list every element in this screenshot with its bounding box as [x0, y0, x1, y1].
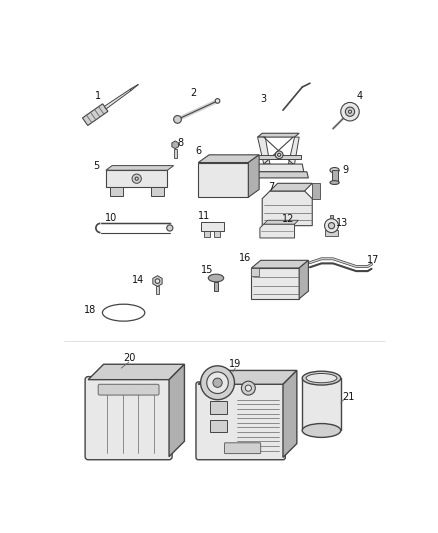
Text: 17: 17 — [367, 255, 379, 265]
Bar — [210, 401, 227, 414]
Text: 10: 10 — [105, 213, 117, 223]
Circle shape — [341, 102, 359, 121]
Circle shape — [207, 372, 228, 393]
FancyBboxPatch shape — [85, 377, 172, 460]
Text: 16: 16 — [239, 253, 251, 263]
Ellipse shape — [330, 167, 339, 173]
Text: 15: 15 — [201, 265, 214, 276]
Polygon shape — [299, 260, 308, 299]
Ellipse shape — [302, 371, 341, 385]
Text: 21: 21 — [342, 392, 355, 402]
Circle shape — [276, 151, 283, 159]
Polygon shape — [104, 90, 131, 109]
Polygon shape — [169, 364, 184, 457]
Circle shape — [173, 116, 181, 123]
Circle shape — [278, 154, 281, 156]
Circle shape — [213, 378, 222, 387]
Circle shape — [155, 279, 160, 284]
Text: 7: 7 — [268, 182, 275, 192]
Text: 19: 19 — [229, 359, 241, 369]
Polygon shape — [264, 220, 298, 224]
Text: 5: 5 — [93, 161, 99, 172]
Ellipse shape — [330, 181, 339, 184]
Text: 11: 11 — [198, 212, 210, 221]
FancyBboxPatch shape — [196, 382, 285, 460]
Circle shape — [135, 177, 138, 180]
FancyBboxPatch shape — [224, 443, 261, 454]
Text: 4: 4 — [357, 91, 363, 101]
Bar — [215, 282, 218, 291]
FancyBboxPatch shape — [98, 384, 159, 395]
Polygon shape — [283, 370, 297, 457]
Polygon shape — [262, 191, 312, 225]
Text: 9: 9 — [343, 165, 348, 175]
Text: 2: 2 — [190, 88, 196, 98]
Polygon shape — [106, 166, 173, 170]
Polygon shape — [248, 172, 308, 178]
Polygon shape — [110, 187, 123, 196]
Polygon shape — [253, 164, 304, 172]
Circle shape — [241, 381, 255, 395]
Polygon shape — [172, 141, 179, 149]
Polygon shape — [251, 260, 308, 268]
Bar — [302, 378, 341, 431]
Polygon shape — [82, 104, 108, 125]
Circle shape — [245, 385, 251, 391]
Bar — [210, 419, 227, 432]
Polygon shape — [198, 155, 259, 163]
Ellipse shape — [102, 304, 145, 321]
Bar — [173, 149, 177, 158]
Polygon shape — [151, 187, 164, 196]
Circle shape — [167, 225, 173, 231]
Bar — [156, 287, 159, 294]
Polygon shape — [251, 268, 299, 299]
Polygon shape — [201, 222, 224, 231]
Bar — [330, 215, 333, 221]
Text: 3: 3 — [261, 94, 267, 104]
Polygon shape — [260, 224, 294, 238]
Polygon shape — [251, 268, 259, 276]
Text: 12: 12 — [282, 214, 295, 224]
Circle shape — [132, 174, 141, 183]
Polygon shape — [248, 155, 259, 197]
Polygon shape — [258, 133, 299, 137]
Polygon shape — [325, 230, 338, 237]
Text: 6: 6 — [195, 146, 201, 156]
Text: 20: 20 — [123, 353, 135, 363]
Polygon shape — [198, 163, 248, 197]
Circle shape — [215, 99, 220, 103]
Ellipse shape — [302, 424, 341, 438]
Polygon shape — [312, 183, 320, 199]
Polygon shape — [153, 276, 162, 287]
Text: 14: 14 — [132, 274, 145, 285]
Circle shape — [349, 110, 352, 113]
Text: 18: 18 — [84, 305, 96, 316]
Ellipse shape — [306, 374, 337, 383]
Text: 1: 1 — [95, 91, 101, 101]
Polygon shape — [88, 364, 184, 379]
Polygon shape — [256, 155, 301, 159]
Polygon shape — [205, 231, 210, 237]
Text: 13: 13 — [336, 219, 348, 228]
Bar — [332, 170, 338, 182]
Polygon shape — [215, 231, 220, 237]
Text: 8: 8 — [177, 138, 184, 148]
Circle shape — [325, 219, 339, 232]
Polygon shape — [198, 370, 297, 384]
Polygon shape — [288, 137, 299, 164]
Circle shape — [201, 366, 234, 400]
Polygon shape — [270, 183, 312, 191]
Circle shape — [346, 107, 355, 116]
Circle shape — [328, 223, 335, 229]
Polygon shape — [106, 170, 167, 187]
Ellipse shape — [208, 274, 224, 282]
Polygon shape — [258, 137, 270, 164]
